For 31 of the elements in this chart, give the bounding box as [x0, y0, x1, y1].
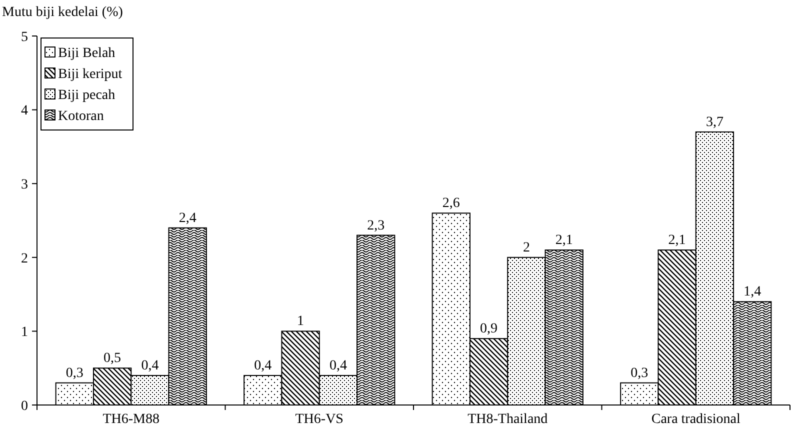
y-tick-label: 2 — [21, 251, 28, 266]
data-label: 0,9 — [480, 322, 498, 337]
data-label: 2,3 — [367, 218, 385, 234]
legend-label: Kotoran — [58, 108, 104, 124]
legend-label: Biji keriput — [58, 66, 122, 82]
data-label: 2,1 — [668, 233, 686, 248]
data-label: 0,3 — [66, 366, 84, 381]
y-tick-label: 0 — [21, 398, 28, 414]
legend-label: Biji pecah — [58, 88, 116, 103]
data-label: 1 — [297, 314, 304, 330]
data-label: 0,4 — [254, 358, 272, 374]
data-label: 1,4 — [744, 284, 762, 300]
x-tick-label: TH6-M88 — [102, 412, 160, 427]
data-label: 0,4 — [141, 358, 159, 374]
y-tick-label: 4 — [21, 104, 28, 119]
data-label: 3,7 — [706, 114, 724, 130]
data-label: 2,1 — [555, 233, 573, 248]
y-axis-title: Mutu biji kedelai (%) — [2, 5, 124, 20]
y-tick-label: 1 — [21, 325, 28, 340]
data-label: 2,6 — [442, 196, 460, 212]
data-label: 0,5 — [104, 351, 122, 366]
x-tick-label: TH6-VS — [295, 412, 344, 427]
x-tick-label: TH8-Thailand — [468, 412, 548, 427]
data-label: 2,4 — [178, 210, 196, 226]
y-tick-label: 5 — [21, 30, 28, 45]
data-label: 0,3 — [630, 366, 648, 381]
legend-label: Biji Belah — [58, 46, 116, 61]
data-label: 0,4 — [329, 358, 347, 374]
data-label: 2 — [522, 240, 530, 256]
x-tick-label: Cara tradisional — [651, 412, 740, 427]
y-tick-label: 3 — [21, 178, 28, 192]
